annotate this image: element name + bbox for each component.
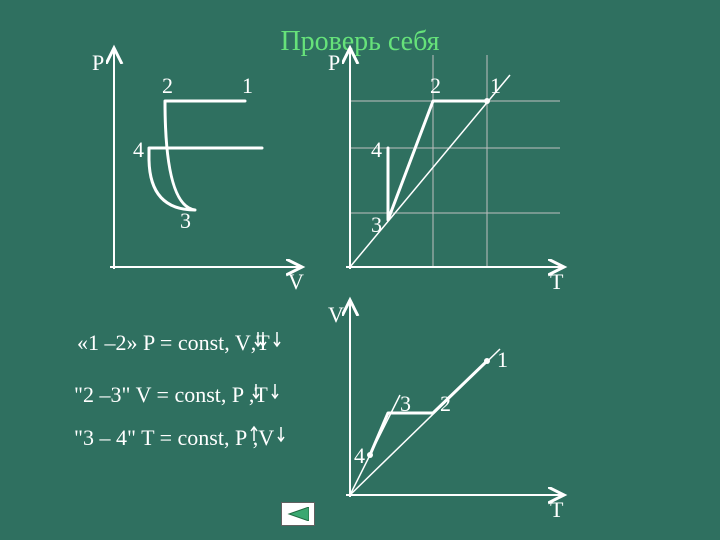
caption-2: "2 –3" V = const, P ,T [74,382,268,408]
chart-v-t: T V 1 2 3 4 [0,0,720,540]
svg-text:2: 2 [440,391,451,416]
svg-text:4: 4 [354,443,365,468]
svg-text:T: T [550,497,564,522]
svg-text:1: 1 [497,347,508,372]
back-button[interactable] [281,502,315,526]
back-triangle-icon [287,507,309,521]
caption-1: «1 –2» P = const, V,T [77,330,270,356]
svg-text:V: V [328,302,344,327]
svg-text:3: 3 [400,391,411,416]
caption-3: "3 – 4" T = const, P ,V [74,425,274,451]
